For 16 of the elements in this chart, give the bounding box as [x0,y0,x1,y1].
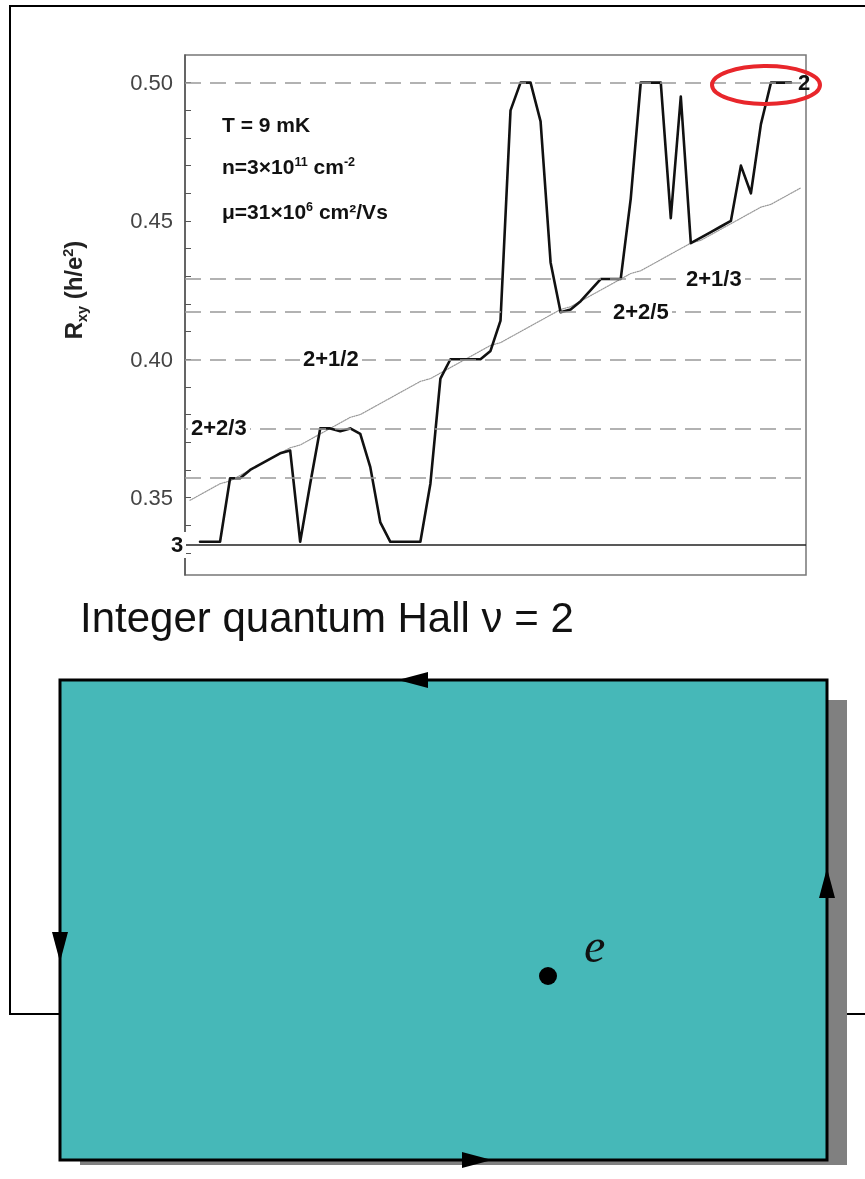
y-tick-label: 0.45 [130,208,173,234]
annotation: 2+1/2 [300,346,362,373]
y-tick-label: 0.50 [130,70,173,96]
annotation: 2 [797,69,812,96]
y-tick-label: 0.35 [130,485,173,511]
annotation: 2+1/3 [683,266,745,293]
annotation: μ=31×10$^{6}$ cm²/Vs [222,200,388,224]
text: e [584,918,606,973]
annotation: n=3×10$^{11}$ cm$^{-2}$ [222,155,356,179]
annotation: 3 [168,531,187,558]
annotation: T = 9 mK [222,113,311,137]
text: Integer quantum Hall ν = 2 [80,594,574,642]
annotation: 2+2/3 [188,415,250,442]
y-tick-label: 0.40 [130,346,173,372]
annotation: 2+2/5 [610,299,672,326]
line-series [189,187,802,501]
